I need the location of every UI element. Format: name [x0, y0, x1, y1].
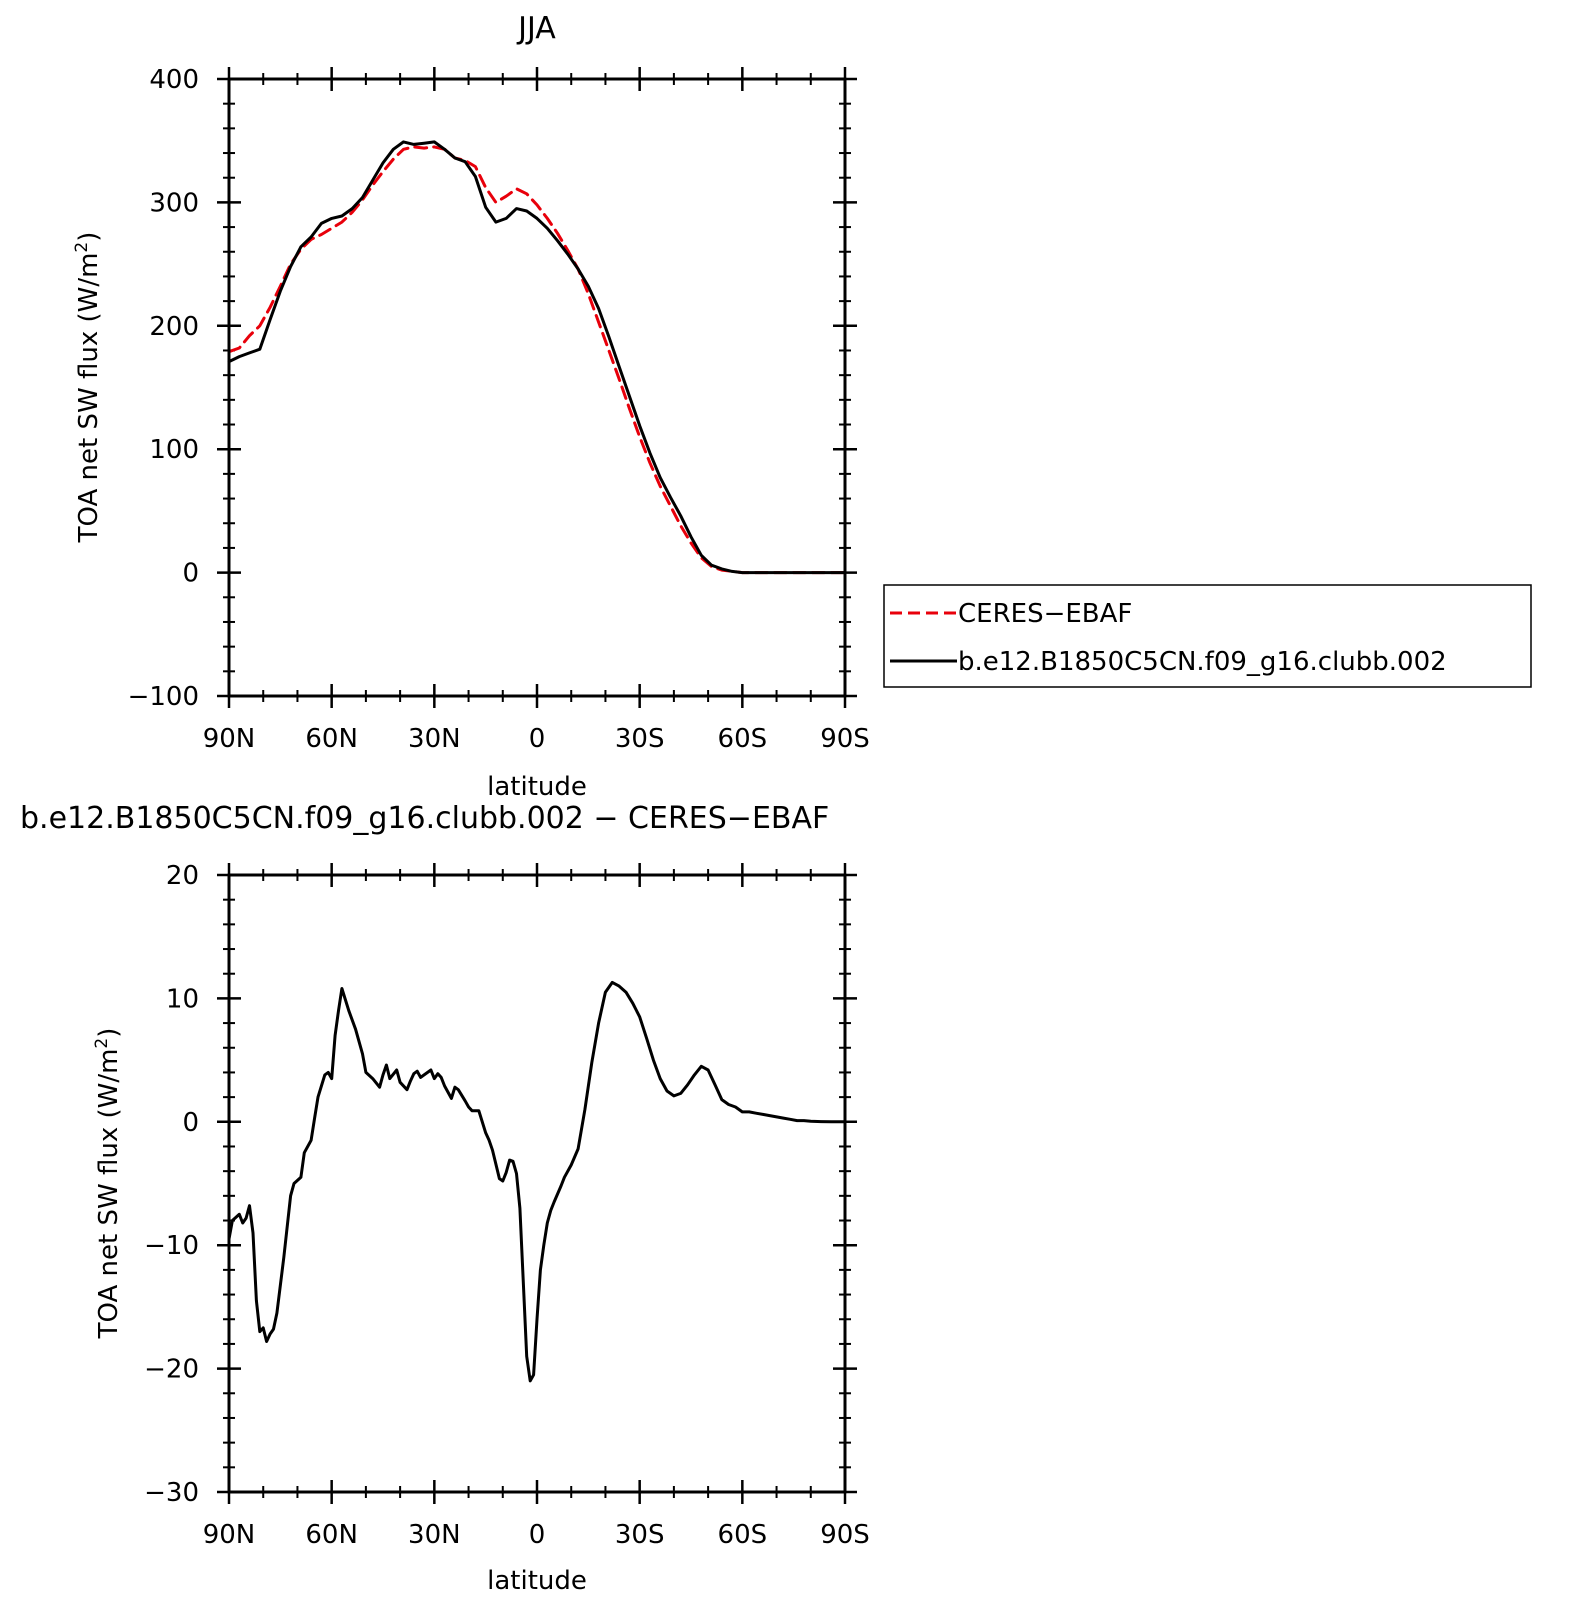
y-tick-label: 20 — [166, 861, 199, 891]
x-tick-label: 90S — [820, 724, 870, 754]
ceres-ebaf-series-line — [227, 145, 847, 575]
x-tick-label: 0 — [529, 724, 546, 754]
bottom-axis-ticks — [217, 863, 857, 1504]
bottom-plot-frame — [227, 873, 847, 1494]
y-tick-label: 300 — [149, 188, 199, 218]
x-tick-label: 30N — [408, 1520, 461, 1550]
y-tick-label: 10 — [166, 984, 199, 1014]
difference-series-line — [227, 980, 847, 1383]
x-tick-label: 30N — [408, 724, 461, 754]
top-y-tick-labels: −100 0 100 200 300 400 — [128, 65, 199, 712]
x-tick-label: 60N — [305, 724, 358, 754]
x-tick-label: 30S — [615, 1520, 665, 1550]
top-y-axis-label: TOA net SW flux (W/m2) — [72, 232, 104, 544]
top-plot-frame — [227, 77, 847, 698]
x-tick-label: 90S — [820, 1520, 870, 1550]
y-tick-label: −10 — [144, 1231, 199, 1261]
bottom-plot-area — [227, 980, 847, 1383]
legend-label-ceres: CERES−EBAF — [958, 599, 1132, 629]
x-tick-label: 60S — [718, 1520, 768, 1550]
bottom-panel-title: b.e12.B1850C5CN.f09_g16.clubb.002 − CERE… — [20, 801, 829, 836]
x-tick-label: 60S — [718, 724, 768, 754]
x-tick-label: 90N — [203, 724, 256, 754]
top-plot-area — [227, 140, 847, 575]
bottom-panel: b.e12.B1850C5CN.f09_g16.clubb.002 − CERE… — [20, 801, 870, 1596]
y-tick-label: 0 — [182, 559, 199, 589]
legend-box — [883, 584, 1532, 688]
bottom-x-axis-label: latitude — [487, 1566, 587, 1596]
top-x-axis-label: latitude — [487, 772, 587, 802]
top-panel-title: JJA — [516, 11, 556, 46]
y-tick-label: 400 — [149, 65, 199, 95]
x-tick-label: 90N — [203, 1520, 256, 1550]
y-tick-label: 100 — [149, 435, 199, 465]
top-x-tick-labels: 90N 60N 30N 0 30S 60S 90S — [203, 724, 870, 754]
bottom-y-axis-label: TOA net SW flux (W/m2) — [92, 1028, 124, 1340]
x-tick-label: 30S — [615, 724, 665, 754]
legend: CERES−EBAF b.e12.B1850C5CN.f09_g16.clubb… — [883, 584, 1532, 688]
bottom-x-tick-labels: 90N 60N 30N 0 30S 60S 90S — [203, 1520, 870, 1550]
y-tick-label: 0 — [182, 1108, 199, 1138]
model-series-line — [227, 140, 847, 575]
y-tick-label: −100 — [128, 682, 199, 712]
legend-label-model: b.e12.B1850C5CN.f09_g16.clubb.002 — [958, 647, 1447, 677]
bottom-y-tick-labels: −30 −20 −10 0 10 20 — [144, 861, 199, 1508]
y-tick-label: −30 — [144, 1478, 199, 1508]
x-tick-label: 60N — [305, 1520, 358, 1550]
top-axis-ticks — [217, 67, 857, 708]
y-tick-label: 200 — [149, 312, 199, 342]
y-tick-label: −20 — [144, 1355, 199, 1385]
x-tick-label: 0 — [529, 1520, 546, 1550]
